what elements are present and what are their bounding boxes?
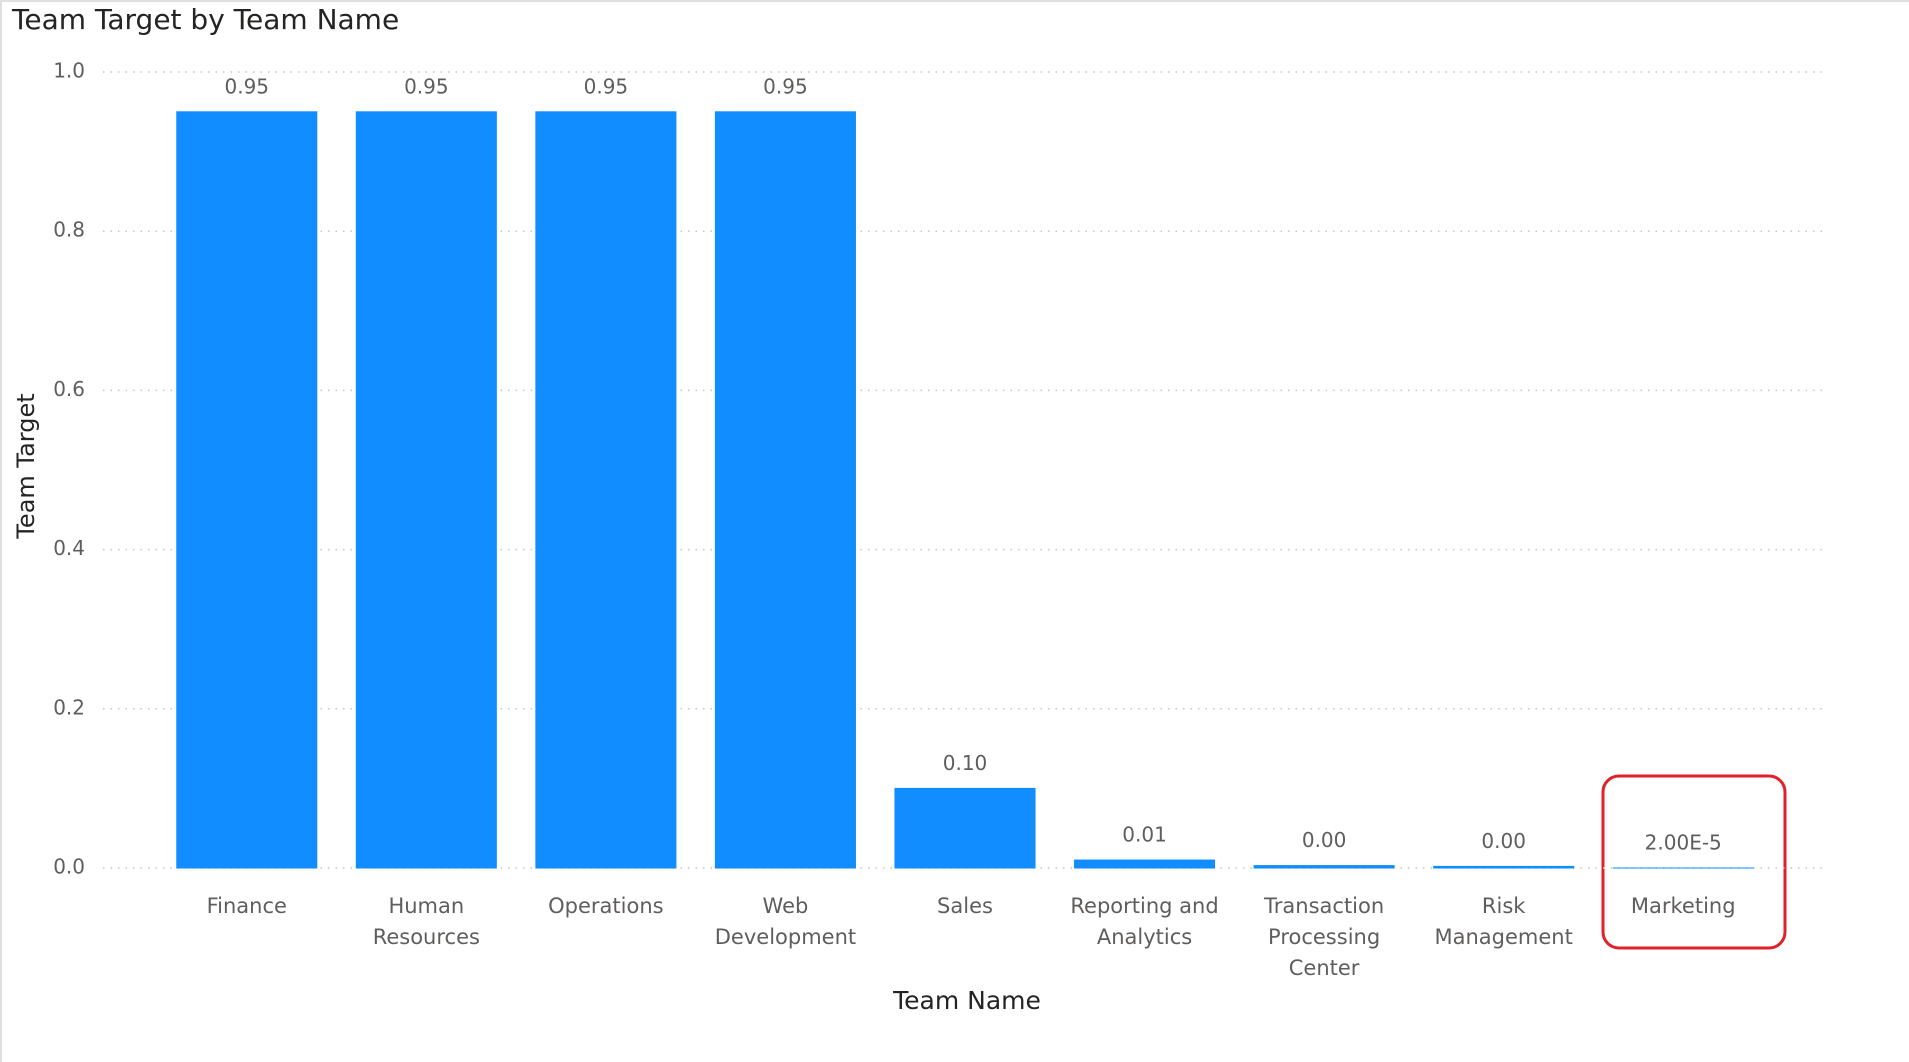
data-label: 0.95 bbox=[404, 74, 449, 98]
x-tick-label-box: Sales bbox=[937, 894, 993, 918]
x-tick-label-box: Transaction Processing Center bbox=[1264, 894, 1385, 980]
y-tick-label: 0.4 bbox=[53, 536, 85, 560]
data-label: 0.95 bbox=[763, 74, 808, 98]
x-tick-label: Transaction Processing Center bbox=[1264, 894, 1385, 980]
bar bbox=[176, 111, 318, 869]
x-tick-label-box: Marketing bbox=[1630, 894, 1736, 918]
y-axis-title: Team Target bbox=[12, 393, 40, 539]
bar bbox=[535, 111, 677, 869]
bar bbox=[894, 787, 1036, 869]
x-tick-label: Marketing bbox=[1630, 894, 1736, 918]
x-tick-label: Reporting and Analytics bbox=[1070, 894, 1219, 949]
data-label: 2.00E-5 bbox=[1645, 830, 1722, 854]
x-tick-label: Human Resources bbox=[372, 894, 480, 949]
x-tick-label: Risk Management bbox=[1434, 894, 1573, 949]
bar bbox=[714, 111, 856, 869]
y-tick-label: 0.8 bbox=[53, 218, 85, 242]
x-tick-label: Sales bbox=[937, 894, 993, 918]
data-label: 0.01 bbox=[1122, 823, 1167, 847]
data-label: 0.00 bbox=[1481, 829, 1526, 853]
x-tick-label-box: Finance bbox=[206, 894, 287, 918]
bar bbox=[355, 111, 497, 869]
x-axis-title: Team Name bbox=[892, 986, 1041, 1015]
bar bbox=[1433, 865, 1575, 869]
x-tick-label-box: Risk Management bbox=[1434, 894, 1573, 949]
chart-title: Team Target by Team Name bbox=[11, 3, 399, 36]
data-label: 0.10 bbox=[943, 751, 988, 775]
data-label: 0.00 bbox=[1302, 828, 1347, 852]
y-tick-label: 0.2 bbox=[53, 695, 85, 719]
x-tick-label-box: Web Development bbox=[714, 894, 857, 949]
bar bbox=[1074, 859, 1216, 869]
x-tick-label: Operations bbox=[548, 894, 664, 918]
x-tick-label: Finance bbox=[206, 894, 287, 918]
highlight-box bbox=[1601, 774, 1787, 950]
data-label: 0.95 bbox=[225, 74, 270, 98]
x-tick-label-box: Reporting and Analytics bbox=[1070, 894, 1219, 949]
bar bbox=[1253, 865, 1395, 869]
y-tick-label: 0.6 bbox=[53, 377, 85, 401]
data-label: 0.95 bbox=[584, 74, 629, 98]
x-tick-label: Web Development bbox=[714, 894, 857, 949]
y-tick-label: 1.0 bbox=[53, 59, 85, 83]
y-tick-label: 0.0 bbox=[53, 855, 85, 879]
x-tick-label-box: Human Resources bbox=[372, 894, 480, 949]
x-tick-label-box: Operations bbox=[548, 894, 664, 918]
